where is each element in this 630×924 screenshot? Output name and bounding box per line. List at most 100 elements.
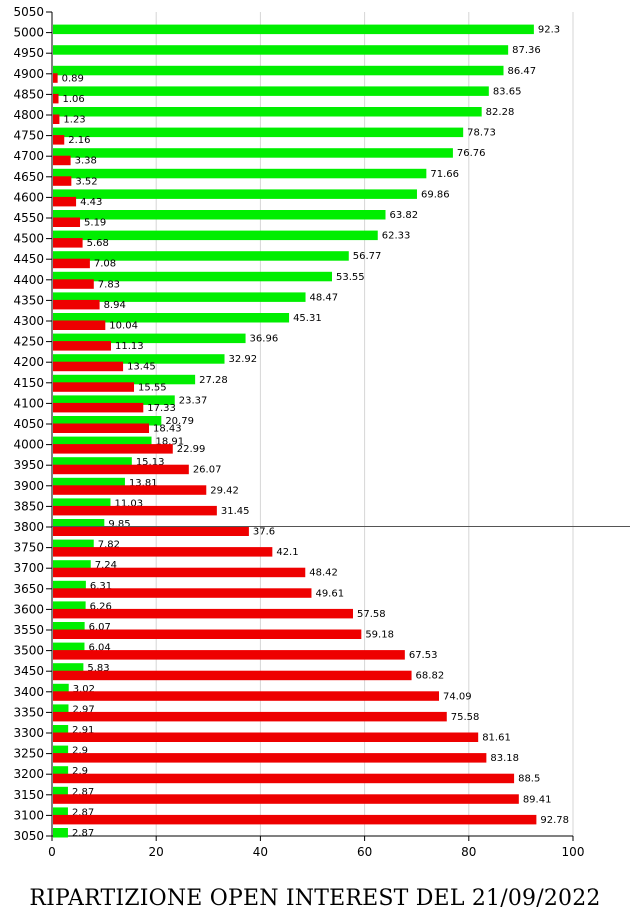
y-tick-label: 3950 [13, 458, 44, 472]
bar-value-label: 78.73 [467, 128, 496, 139]
bar-value-label: 92.78 [540, 815, 569, 826]
bar-value-label: 71.66 [430, 169, 459, 180]
bar-green [53, 683, 69, 694]
y-tick-label: 4100 [13, 396, 44, 410]
bar-value-label: 88.5 [518, 774, 540, 785]
bar-value-label: 1.23 [63, 115, 85, 126]
y-tick-label: 4900 [13, 67, 44, 81]
bar-value-label: 20.79 [165, 416, 194, 427]
y-tick-label: 3750 [13, 541, 44, 555]
bar-green [53, 127, 464, 138]
bar-value-label: 17.33 [147, 403, 176, 414]
bar-green [53, 189, 417, 199]
bar-red [53, 670, 412, 681]
bar-green [53, 786, 68, 797]
y-tick-label: 3850 [13, 499, 44, 513]
bar-red [53, 814, 537, 825]
bar-value-label: 6.07 [89, 622, 111, 633]
bar-value-label: 7.08 [94, 259, 116, 270]
bar-value-label: 49.61 [315, 588, 344, 599]
bar-value-label: 42.1 [276, 547, 298, 558]
x-tick-label: 40 [253, 845, 268, 859]
bar-value-label: 48.47 [310, 292, 339, 303]
bar-green [53, 477, 125, 488]
bar-red [53, 629, 362, 639]
bar-green [53, 519, 105, 529]
bar-green [53, 745, 69, 756]
y-tick-label: 3900 [13, 479, 44, 493]
bar-red [53, 299, 100, 310]
y-tick-label: 4950 [13, 46, 44, 60]
bar-value-label: 11.13 [115, 341, 144, 352]
y-tick-label: 4600 [13, 190, 44, 204]
bar-red [53, 773, 515, 784]
bar-red [53, 73, 58, 83]
y-tick-label: 3350 [13, 705, 44, 719]
bar-value-label: 75.58 [451, 712, 480, 723]
y-tick-label: 3300 [13, 726, 44, 740]
y-tick-label: 4200 [13, 355, 44, 369]
bar-value-label: 2.9 [72, 766, 88, 777]
bar-green [53, 271, 332, 282]
bar-red [53, 732, 479, 742]
bar-red [53, 691, 440, 701]
x-tick-label: 60 [357, 845, 372, 859]
y-tick-label: 4550 [13, 211, 44, 225]
bar-value-label: 5.83 [87, 663, 109, 674]
bar-green [53, 107, 482, 117]
bar-value-label: 18.91 [156, 437, 185, 448]
bar-value-label: 62.33 [382, 231, 411, 242]
y-tick-label: 3200 [13, 767, 44, 781]
bar-red [53, 258, 90, 269]
bar-green [53, 354, 225, 364]
bar-green [53, 457, 132, 467]
bar-value-label: 6.31 [90, 581, 112, 592]
bar-value-label: 5.68 [87, 238, 109, 249]
bar-red [53, 608, 353, 619]
bar-red [53, 444, 173, 454]
y-tick-label: 5000 [13, 26, 44, 40]
bar-value-label: 45.31 [293, 313, 322, 324]
y-tick-label: 4400 [13, 273, 44, 287]
bar-value-label: 1.06 [63, 94, 85, 105]
y-tick-label: 3450 [13, 664, 44, 678]
bar-green [53, 24, 534, 35]
x-tick-label: 0 [48, 845, 56, 859]
chart-title: RIPARTIZIONE OPEN INTEREST DEL 21/09/202… [29, 886, 601, 911]
bar-value-label: 69.86 [421, 189, 450, 200]
bar-green [53, 45, 509, 55]
y-tick-label: 4750 [13, 129, 44, 143]
bar-red [53, 588, 312, 598]
bar-value-label: 3.02 [73, 684, 95, 695]
bar-value-label: 68.82 [416, 671, 445, 682]
bar-value-label: 32.92 [229, 354, 258, 365]
bar-green [53, 148, 453, 158]
bar-value-label: 81.61 [482, 733, 511, 744]
bar-green [53, 498, 111, 508]
bar-red [53, 155, 71, 166]
bar-green [53, 251, 349, 261]
bar-green [53, 725, 69, 735]
bar-value-label: 15.55 [138, 382, 167, 393]
bar-red [53, 650, 405, 660]
bar-red [53, 176, 72, 186]
bar-value-label: 83.18 [490, 753, 519, 764]
y-tick-label: 3250 [13, 747, 44, 761]
bar-red [53, 402, 144, 413]
bar-value-label: 23.37 [179, 395, 208, 406]
bar-green [53, 580, 86, 591]
bar-value-label: 2.87 [72, 807, 94, 818]
bar-value-label: 31.45 [221, 506, 250, 517]
bar-value-label: 2.87 [72, 828, 94, 839]
bar-green [53, 395, 175, 405]
bar-value-label: 76.76 [457, 148, 486, 159]
y-tick-label: 4300 [13, 314, 44, 328]
bar-value-label: 13.45 [127, 362, 156, 373]
bar-value-label: 2.91 [72, 725, 94, 736]
bar-green [53, 539, 94, 550]
y-tick-label: 3550 [13, 623, 44, 637]
bar-red [53, 382, 135, 392]
bar-value-label: 2.97 [72, 704, 94, 715]
y-tick-label: 3600 [13, 602, 44, 616]
bar-value-label: 2.9 [72, 746, 88, 757]
